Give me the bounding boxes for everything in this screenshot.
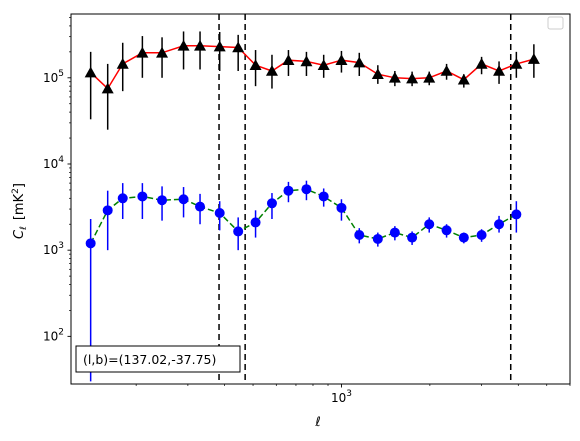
data-point-triangle [423, 71, 436, 83]
data-point-triangle [300, 55, 313, 67]
series-group [84, 31, 540, 382]
x-axis-label: ℓ [314, 415, 320, 430]
data-point-circle [511, 209, 522, 220]
data-point-circle [178, 194, 189, 205]
data-point-triangle [440, 64, 453, 76]
annotation-text: (l,b)=(137.02,-37.75) [83, 352, 216, 367]
data-point-triangle [457, 73, 470, 85]
data-point-triangle [213, 40, 226, 52]
y-tick-label: 103 [43, 241, 64, 257]
y-tick-label-base: 10 [43, 71, 58, 85]
data-point-circle [266, 198, 277, 209]
y-tick-label: 102 [43, 327, 64, 343]
data-point-triangle [194, 39, 207, 51]
y-tick-label-base: 10 [43, 329, 58, 343]
data-point-circle [494, 219, 505, 230]
data-point-circle [441, 225, 452, 236]
data-point-circle [85, 238, 96, 249]
data-point-circle [250, 217, 261, 228]
x-tick-label-exponent: 3 [346, 389, 352, 399]
data-point-triangle [353, 56, 366, 68]
data-point-triangle [527, 53, 540, 64]
data-point-triangle [84, 66, 97, 78]
reference-lines [218, 14, 512, 384]
data-point-circle [283, 185, 294, 196]
y-axis-label: Cℓ [mK2] [11, 183, 29, 239]
y-tick-label-exponent: 3 [58, 241, 64, 251]
data-point-triangle [177, 39, 190, 51]
data-point-triangle [406, 72, 419, 84]
data-point-circle [354, 229, 365, 240]
data-point-triangle [156, 46, 169, 58]
y-tick-label-base: 10 [43, 157, 58, 171]
legend-box [547, 16, 564, 30]
x-tick-label: 103 [331, 389, 352, 405]
y-axis-label-units-sup: 2 [11, 188, 21, 194]
annotation-frame [75, 345, 241, 373]
data-point-circle [157, 195, 168, 206]
data-point-triangle [493, 64, 506, 76]
data-point-triangle [388, 71, 401, 83]
y-axis-label-units: [mK [12, 193, 27, 220]
data-point-triangle [475, 57, 488, 69]
data-point-circle [389, 227, 400, 238]
y-tick-label-exponent: 4 [58, 155, 64, 165]
y-tick-label-base: 10 [43, 243, 58, 257]
data-point-triangle [101, 82, 114, 94]
data-point-triangle [317, 59, 330, 71]
y-tick-label: 105 [43, 69, 64, 85]
data-point-circle [476, 229, 487, 240]
plot-frame [70, 13, 571, 385]
series-2 [85, 180, 522, 382]
data-point-circle [424, 219, 435, 230]
series-1-line [90, 45, 535, 90]
data-point-circle [372, 233, 383, 244]
data-point-triangle [265, 64, 278, 76]
data-point-circle [137, 191, 148, 202]
data-point-circle [407, 232, 418, 243]
y-tick-label: 104 [43, 155, 64, 171]
data-point-triangle [371, 68, 384, 80]
y-axis-label-units-close: ] [12, 183, 27, 188]
data-point-circle [117, 193, 128, 204]
data-point-circle [318, 191, 329, 202]
y-tick-label-exponent: 5 [58, 69, 64, 79]
data-point-circle [336, 202, 347, 213]
data-point-circle [214, 207, 225, 218]
data-point-triangle [136, 46, 149, 58]
data-point-triangle [232, 41, 245, 53]
y-axis-label-main: C [12, 229, 27, 239]
data-point-triangle [116, 57, 129, 69]
data-point-circle [102, 205, 113, 216]
y-axis-label-sub: ℓ [19, 226, 29, 231]
x-tick-label-base: 10 [331, 391, 346, 405]
series-1 [84, 31, 540, 130]
data-point-triangle [510, 57, 523, 69]
y-tick-label-exponent: 2 [58, 327, 64, 337]
data-point-circle [458, 232, 469, 243]
data-point-triangle [335, 54, 348, 66]
data-point-circle [195, 201, 206, 212]
data-point-triangle [282, 54, 295, 66]
annotation-box: (l,b)=(137.02,-37.75) [75, 345, 241, 373]
data-point-circle [301, 184, 312, 195]
data-point-triangle [249, 59, 262, 71]
data-point-circle [233, 226, 244, 237]
